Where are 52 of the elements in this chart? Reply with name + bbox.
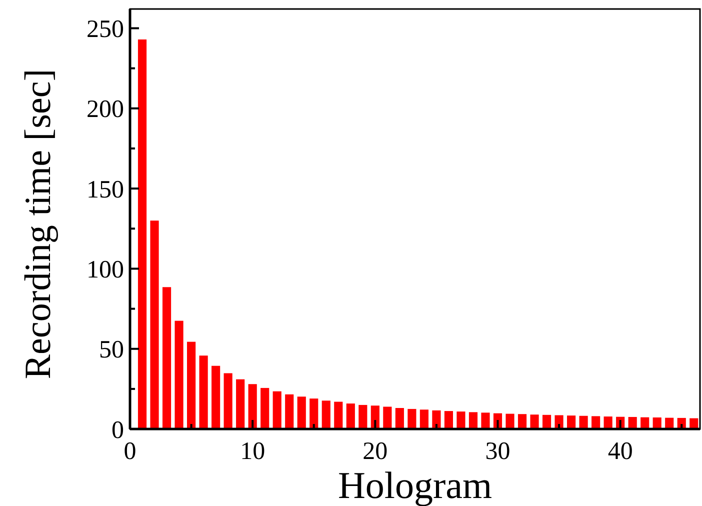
x-tick-label: 40 [608,438,633,465]
x-tick-label: 10 [240,438,266,465]
y-tick-label: 100 [86,256,124,284]
bar [395,408,404,429]
bar [579,416,588,429]
bar [285,394,294,429]
bar [212,366,220,429]
bar [224,373,232,429]
bar [310,398,318,429]
y-tick-label: 50 [99,336,124,364]
bar [174,320,184,429]
y-axis-title: Recording time [sec] [18,68,59,380]
bar [150,220,159,429]
bar [432,410,441,429]
bar [554,415,564,429]
y-tick-label: 250 [86,16,124,43]
bar [236,379,245,429]
bar [420,410,428,429]
bar [383,406,392,429]
bar [187,342,196,429]
bar [604,416,612,429]
bar [468,412,478,429]
bar [260,388,270,429]
x-tick-label: 20 [362,438,388,465]
bar [530,414,539,429]
bar [199,356,208,429]
y-tick-label: 150 [86,176,124,204]
bar [628,416,637,429]
bar [272,391,282,429]
bar [456,412,466,429]
y-tick-label: 200 [86,96,124,124]
bar [322,400,330,429]
y-tick-label: 0 [112,416,124,444]
bar [518,414,527,429]
bar [346,404,355,429]
bar [370,406,380,429]
bar [652,417,662,429]
bar [358,404,368,429]
bar [567,416,576,429]
bar [334,402,343,429]
bar [408,408,416,429]
bar [542,414,552,429]
bar [592,416,600,429]
x-axis-title: Hologram [338,465,492,506]
bar [138,39,147,429]
bar [162,287,172,429]
bar [506,414,514,429]
bar [481,412,490,429]
x-tick-label: 30 [485,438,510,465]
bar [297,396,306,429]
bar [444,411,453,429]
bar [248,384,257,429]
